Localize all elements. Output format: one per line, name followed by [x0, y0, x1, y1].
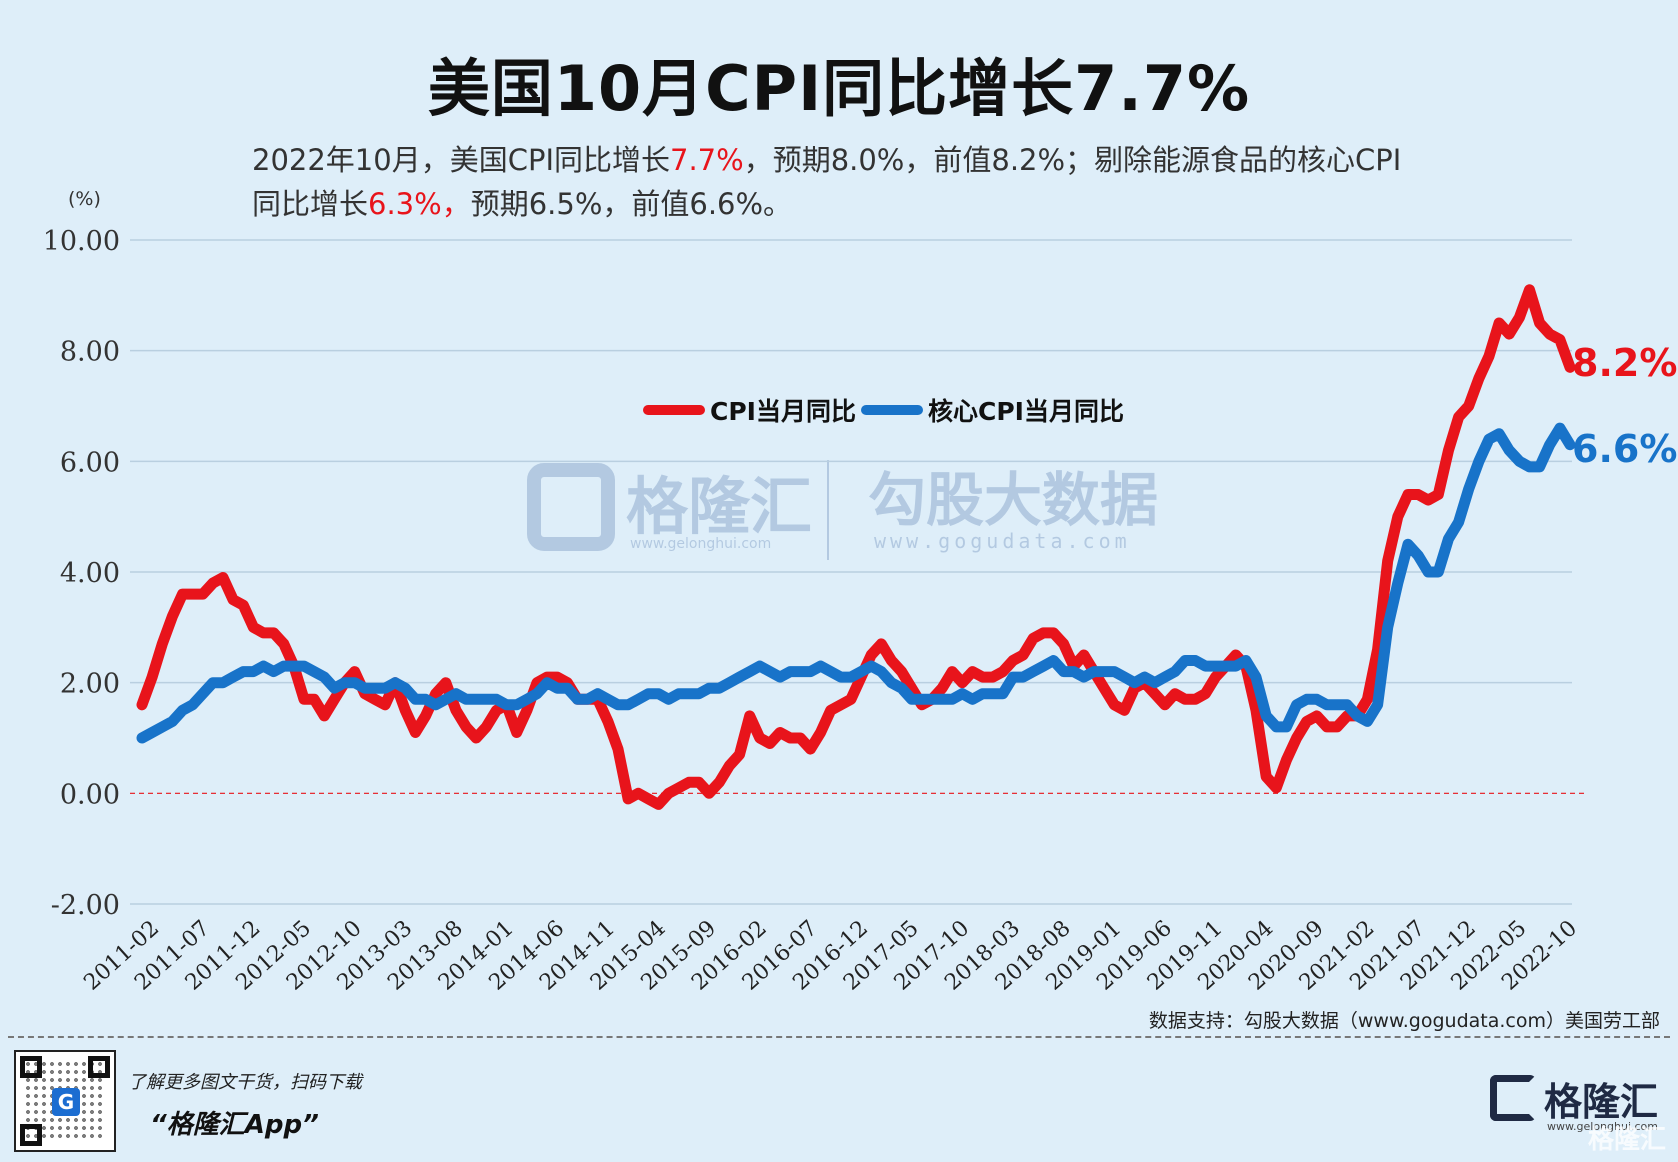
core-cpi-highlight: 6.3%，: [368, 187, 471, 221]
description: 2022年10月，美国CPI同比增长7.7%，预期8.0%，前值8.2%；剔除能…: [252, 138, 1452, 226]
qr-code: G: [14, 1050, 116, 1152]
y-tick-label: 4.00: [60, 558, 120, 589]
brand-name: 格隆汇: [1543, 1079, 1658, 1124]
y-axis-unit: (%): [68, 188, 101, 210]
corner-watermark: 格隆汇: [1587, 1125, 1666, 1155]
desc-text: ，预期8.0%，前值8.2%；剔除能源食品的核心CPI: [743, 143, 1402, 177]
qr-corner: [20, 1124, 42, 1146]
y-tick-label: 0.00: [60, 779, 120, 810]
y-tick-label: -2.00: [51, 890, 120, 921]
description-line-1: 2022年10月，美国CPI同比增长7.7%，预期8.0%，前值8.2%；剔除能…: [252, 138, 1452, 182]
qr-logo-icon: G: [52, 1088, 80, 1116]
legend: CPI当月同比 核心CPI当月同比: [643, 397, 1124, 426]
desc-text: 2022年10月，美国CPI同比增长: [252, 143, 670, 177]
promo-text: 了解更多图文干货，扫码下载: [128, 1072, 362, 1093]
brand-url: www.gelonghui.com: [1547, 1120, 1658, 1133]
qr-corner: [20, 1056, 42, 1078]
y-tick-label: 2.00: [60, 669, 120, 700]
watermark-brand: 格隆汇: [626, 470, 812, 543]
core-end-label: 6.6%: [1572, 427, 1677, 471]
qr-corner: [88, 1056, 110, 1078]
watermark-g-icon: [527, 463, 615, 551]
footer-divider: [8, 1036, 1670, 1038]
cpi-series-line: [136, 284, 1576, 810]
desc-text: 预期6.5%，前值6.6%。: [470, 187, 793, 221]
brand-logo: 格隆汇 www.gelonghui.com: [1489, 1068, 1658, 1133]
description-line-2: 同比增长6.3%，预期6.5%，前值6.6%。: [252, 182, 1452, 226]
legend-item-cpi-label: CPI当月同比: [710, 397, 856, 426]
core-cpi-series-line: [136, 422, 1576, 744]
promo-app-name: “格隆汇App”: [150, 1110, 319, 1140]
chart-title: 美国10月CPI同比增长7.7%: [427, 52, 1251, 125]
y-tick-label: 6.00: [60, 447, 120, 478]
watermark-url: www.gelonghui.com: [630, 536, 771, 552]
watermark-url: www.gogudata.com: [874, 529, 1131, 553]
cpi-highlight: 7.7%: [670, 143, 744, 177]
desc-text: 同比增长: [252, 187, 369, 221]
data-source: 数据支持：勾股大数据（www.gogudata.com）美国劳工部: [1148, 1010, 1660, 1032]
y-tick-label: 8.00: [60, 337, 120, 368]
y-tick-label: 10.00: [43, 226, 120, 257]
watermark-brand: 勾股大数据: [868, 466, 1158, 534]
brand-g-icon: [1489, 1075, 1536, 1121]
legend-item-core-cpi-label: 核心CPI当月同比: [928, 397, 1124, 426]
cpi-end-label: 8.2%: [1572, 341, 1677, 385]
